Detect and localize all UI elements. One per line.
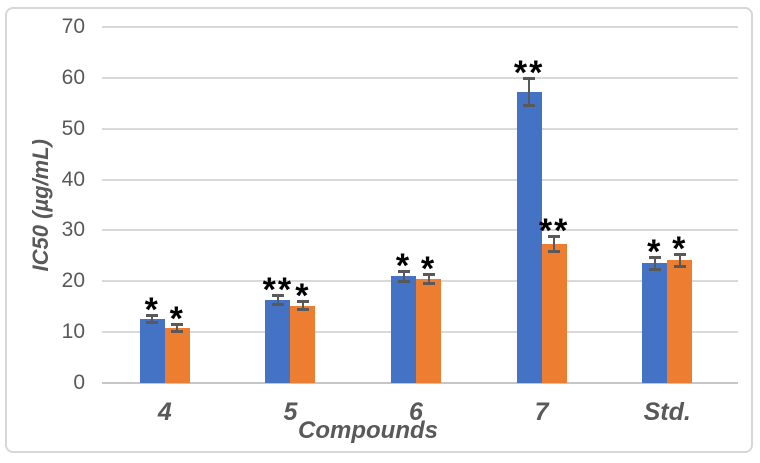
- bar-series-2-orange-5: [290, 305, 316, 383]
- bar-series-1-blue-7: [516, 92, 542, 383]
- error-bar: [301, 301, 304, 311]
- error-bar-cap: [271, 302, 284, 306]
- bar-series-2-orange-7: [541, 244, 567, 383]
- x-category-label: Std.: [643, 398, 691, 426]
- gridline: [102, 127, 738, 130]
- error-bar: [276, 294, 279, 305]
- y-tick-label: 30: [61, 218, 85, 242]
- x-axis-title: Compounds: [298, 417, 438, 444]
- significance-label: *: [672, 229, 688, 268]
- significance-label: *: [169, 300, 185, 338]
- error-bar: [553, 236, 556, 253]
- significance-label: **: [513, 54, 545, 93]
- gridline: [102, 178, 738, 181]
- x-axis-line: [102, 382, 738, 384]
- bar-series-1-blue-Std.: [642, 263, 668, 383]
- y-tick-label: 50: [61, 116, 85, 140]
- significance-label: *: [144, 290, 160, 329]
- error-bar: [653, 257, 656, 270]
- y-tick-label: 60: [61, 65, 85, 89]
- x-category-label: 4: [157, 398, 172, 426]
- error-bar-cap: [422, 273, 435, 277]
- error-bar-cap: [146, 313, 159, 317]
- error-bar-cap: [648, 256, 661, 260]
- gridline: [102, 229, 738, 232]
- bar-series-1-blue-5: [265, 299, 291, 383]
- y-tick-label: 20: [61, 269, 85, 293]
- error-bar-cap: [296, 308, 309, 312]
- error-bar-cap: [171, 323, 184, 326]
- bar-series-2-orange-Std.: [667, 260, 693, 383]
- error-bar-cap: [673, 252, 686, 256]
- y-tick-label: 0: [73, 371, 85, 394]
- error-bar-cap: [673, 265, 686, 269]
- gridline: [102, 26, 738, 28]
- error-bar-cap: [523, 103, 536, 107]
- error-bar-cap: [523, 77, 536, 81]
- error-bar-cap: [397, 279, 410, 283]
- error-bar: [678, 253, 681, 268]
- error-bar-cap: [548, 250, 561, 254]
- error-bar: [151, 314, 154, 323]
- y-tick-label: 70: [61, 15, 85, 38]
- x-category-label: 6: [409, 398, 423, 426]
- error-bar-cap: [422, 282, 435, 286]
- y-tick-label: 40: [61, 167, 85, 191]
- bar-series-2-orange-6: [416, 279, 441, 383]
- error-bar: [402, 270, 405, 282]
- error-bar: [528, 78, 531, 106]
- x-category-label: 7: [534, 398, 549, 426]
- error-bar-cap: [171, 330, 184, 334]
- significance-label: **: [538, 212, 570, 251]
- bar-series-1-blue-6: [391, 276, 416, 383]
- significance-label: *: [647, 233, 663, 272]
- significance-label: *: [295, 277, 311, 316]
- error-bar: [176, 324, 179, 333]
- error-bar-cap: [296, 300, 309, 304]
- error-bar-cap: [271, 293, 284, 297]
- significance-label: *: [395, 246, 412, 285]
- error-bar-cap: [146, 320, 159, 324]
- error-bar: [427, 274, 430, 285]
- significance-label: **: [262, 270, 294, 309]
- bar-series-1-blue-4: [139, 318, 165, 383]
- y-tick-label: 10: [61, 320, 85, 344]
- error-bar-cap: [648, 267, 661, 271]
- x-category-label: 5: [283, 398, 298, 426]
- error-bar-cap: [397, 269, 410, 273]
- gridline: [102, 76, 738, 79]
- significance-label: *: [420, 250, 437, 289]
- error-bar-cap: [548, 235, 561, 239]
- bar-series-2-orange-4: [164, 328, 190, 383]
- y-axis-title: IC50 (µg/mL): [28, 139, 53, 272]
